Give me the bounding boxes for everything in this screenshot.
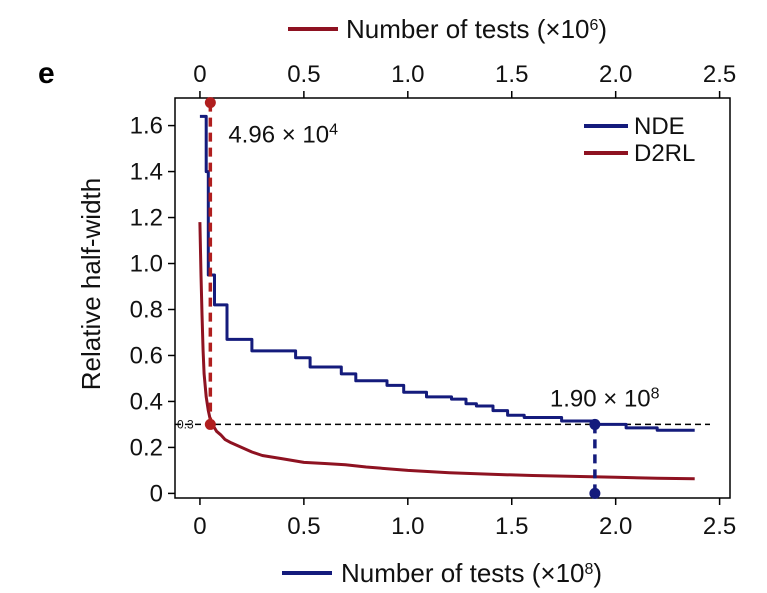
- series-line-nde: [200, 116, 695, 430]
- legend-label-nde: NDE: [634, 113, 685, 140]
- bottom-tick-label: 2.5: [703, 513, 736, 540]
- panel-label: e: [38, 57, 55, 90]
- d2rl-marker-bottom-dot: [205, 419, 216, 430]
- bottom-axis-label-text: Number of tests (×10: [341, 558, 585, 588]
- bottom-tick-label: 0: [193, 513, 206, 540]
- bottom-tick-label: 0.5: [287, 513, 320, 540]
- annotations: 4.96 × 104 1.90 × 108: [205, 97, 660, 499]
- y-tick-label: 1.6: [130, 113, 163, 140]
- y-tick-label: 1.0: [130, 251, 163, 278]
- top-tick-label: 1.0: [391, 61, 424, 88]
- legend-label-d2rl: D2RL: [634, 140, 695, 167]
- y-tick-label: 0: [150, 480, 163, 507]
- bottom-axis-label-exp: 8: [585, 561, 594, 578]
- svg-text:Number of tests (×106): Number of tests (×106): [346, 14, 607, 44]
- y-tick-label: 0.8: [130, 296, 163, 323]
- top-axis-label-text: Number of tests (×10: [346, 14, 590, 44]
- d2rl-marker-label: 4.96 × 104: [228, 121, 338, 149]
- legend-entry-d2rl: D2RL: [584, 140, 695, 167]
- bottom-tick-label: 1.0: [391, 513, 424, 540]
- nde-marker-bottom-dot: [589, 488, 600, 499]
- svg-text:Number of tests (×108): Number of tests (×108): [341, 558, 602, 588]
- top-axis-label-close: ): [598, 14, 607, 44]
- legend: NDE D2RL: [584, 113, 695, 167]
- y-tick-label: 1.2: [130, 205, 163, 232]
- bottom-tick-label: 1.5: [495, 513, 528, 540]
- threshold-label: 0.3: [177, 417, 194, 431]
- y-tick-label: 0.4: [130, 388, 163, 415]
- nde-marker-label: 1.90 × 108: [550, 385, 660, 413]
- top-tick-label: 1.5: [495, 61, 528, 88]
- top-tick-label: 2.0: [599, 61, 632, 88]
- top-tick-label: 0.5: [287, 61, 320, 88]
- y-tick-label: 0.6: [130, 342, 163, 369]
- bottom-tick-label: 2.0: [599, 513, 632, 540]
- top-tick-label: 2.5: [703, 61, 736, 88]
- legend-entry-nde: NDE: [584, 113, 685, 140]
- bottom-axis-label: Number of tests (×108): [282, 558, 602, 588]
- y-tick-label: 1.4: [130, 159, 163, 186]
- top-axis-label: Number of tests (×106): [288, 14, 607, 44]
- top-tick-label: 0: [193, 61, 206, 88]
- bottom-axis-label-close: ): [593, 558, 602, 588]
- y-tick-label: 0.2: [130, 434, 163, 461]
- top-axis-label-exp: 6: [590, 17, 599, 34]
- d2rl-marker-top-dot: [205, 97, 216, 108]
- y-axis-label: Relative half-width: [76, 178, 106, 390]
- nde-marker-top-dot: [589, 419, 600, 430]
